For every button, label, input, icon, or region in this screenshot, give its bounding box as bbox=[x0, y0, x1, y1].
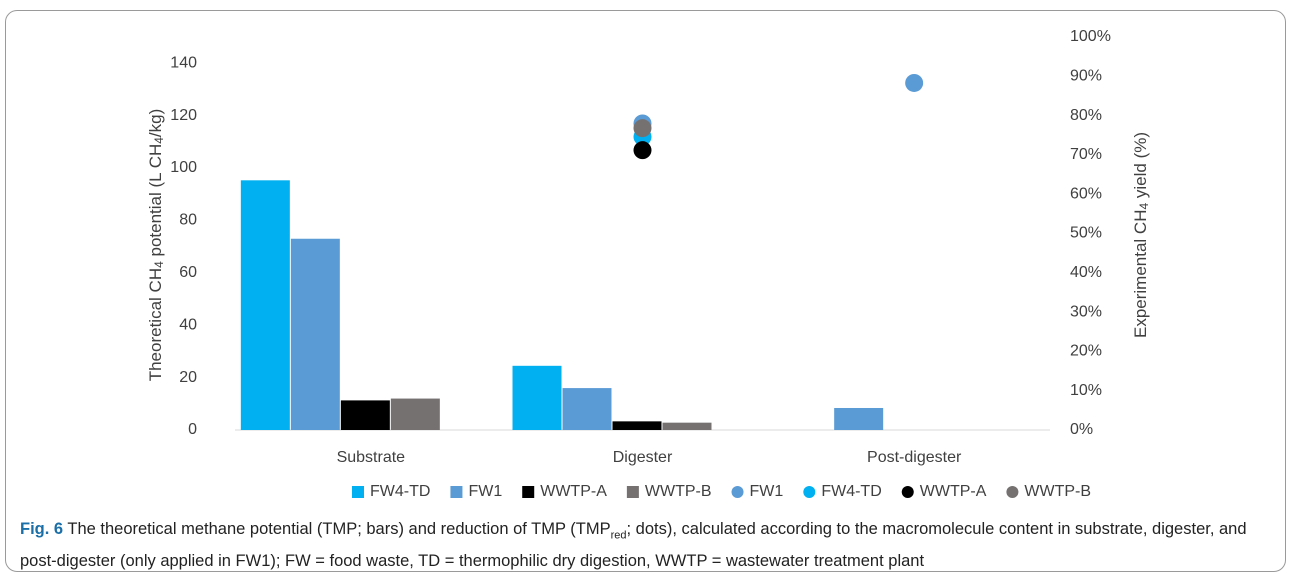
legend-swatch bbox=[522, 486, 535, 498]
chart: 0 20 40 60 80 100 120 140 0% 10% 20% 30% 40% 50% 60% 70… bbox=[146, 28, 1151, 500]
bar bbox=[562, 388, 612, 430]
y2-tick-label: 10% bbox=[1070, 382, 1102, 399]
frame bbox=[5, 10, 1286, 572]
dot bbox=[633, 141, 652, 160]
y2-tick-label: 50% bbox=[1070, 225, 1102, 242]
legend-label: FW4-TD bbox=[370, 483, 430, 500]
legend-label: WWTP-B bbox=[1024, 483, 1091, 500]
legend-label: FW1 bbox=[750, 483, 784, 500]
y-tick-label: 0 bbox=[188, 421, 197, 438]
y2-tick-label: 20% bbox=[1070, 343, 1102, 360]
y-tick-label: 40 bbox=[179, 316, 197, 333]
bar bbox=[512, 365, 562, 430]
y2-tick-label: 70% bbox=[1070, 146, 1102, 163]
y2-tick-label: 60% bbox=[1070, 185, 1102, 202]
y-tick-label: 80 bbox=[179, 212, 197, 229]
subscript: 4 bbox=[152, 137, 166, 144]
bar bbox=[340, 400, 390, 430]
caption: Fig. 6 The theoretical methane potential… bbox=[20, 516, 1275, 574]
y-tick-label: 60 bbox=[179, 264, 197, 281]
x-tick-label: Digester bbox=[613, 449, 673, 466]
caption-label: Fig. 6 bbox=[20, 520, 64, 538]
y-tick-label: 100 bbox=[170, 159, 197, 176]
legend-swatch bbox=[1006, 486, 1019, 498]
legend-swatch bbox=[352, 486, 364, 498]
caption-text: The theoretical methane potential (TMP; … bbox=[63, 520, 611, 538]
bar bbox=[834, 407, 884, 430]
bar bbox=[390, 398, 440, 430]
legend-label: FW1 bbox=[468, 483, 502, 500]
y-tick-label: 120 bbox=[170, 107, 197, 124]
legend-label: WWTP-A bbox=[540, 483, 607, 500]
legend-swatch bbox=[901, 486, 914, 498]
legend-swatch bbox=[803, 486, 816, 498]
caption-text: ; dots), calculated according to the mac… bbox=[20, 520, 1247, 571]
y2-tick-label: 90% bbox=[1070, 68, 1102, 85]
title-part: /kg) bbox=[146, 109, 165, 137]
y-axis-title: Theoretical CH4 potential (L CH4/kg) bbox=[146, 109, 166, 382]
y2-tick-label: 40% bbox=[1070, 264, 1102, 281]
bar bbox=[612, 421, 662, 430]
legend-swatch bbox=[626, 486, 639, 498]
legend-label: WWTP-A bbox=[920, 483, 987, 500]
y-tick-label: 140 bbox=[170, 54, 197, 71]
legend-label: WWTP-B bbox=[645, 483, 712, 500]
title-part: Experimental CH bbox=[1131, 210, 1150, 339]
x-tick-label: Post-digester bbox=[867, 449, 962, 466]
subscript: 4 bbox=[152, 261, 166, 268]
legend-swatch bbox=[450, 486, 463, 498]
title-part: potential (L CH bbox=[146, 144, 165, 261]
y-tick-label: 20 bbox=[179, 369, 197, 386]
dot bbox=[905, 73, 924, 92]
caption-sub: red bbox=[610, 529, 627, 542]
y2-tick-label: 30% bbox=[1070, 303, 1102, 320]
y2-tick-label: 80% bbox=[1070, 107, 1102, 124]
bar bbox=[662, 422, 712, 430]
title-part: yield (%) bbox=[1131, 132, 1150, 203]
title-part: Theoretical CH bbox=[146, 268, 165, 381]
y2-tick-label: 0% bbox=[1070, 421, 1093, 438]
subscript: 4 bbox=[1137, 203, 1151, 210]
x-tick-label: Substrate bbox=[337, 449, 406, 466]
y2-axis-title: Experimental CH4 yield (%) bbox=[1131, 132, 1151, 338]
bar bbox=[290, 238, 340, 430]
legend-swatch bbox=[731, 486, 744, 498]
dot bbox=[633, 119, 652, 138]
legend-label: FW4-TD bbox=[821, 483, 881, 500]
y2-tick-label: 100% bbox=[1070, 28, 1111, 45]
bar bbox=[240, 180, 290, 430]
